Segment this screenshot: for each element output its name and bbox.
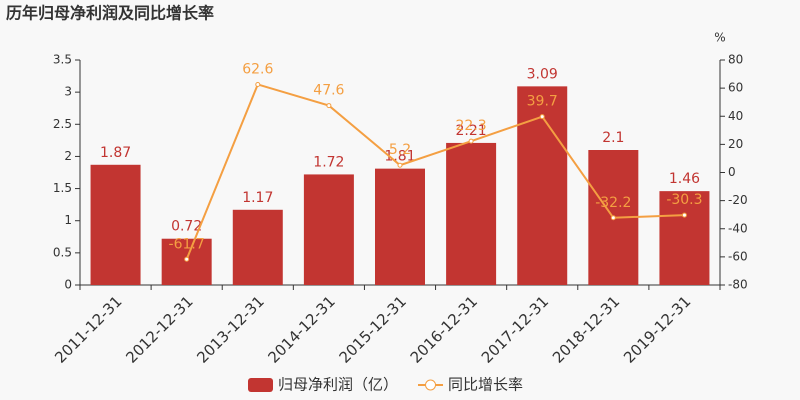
line — [185, 83, 685, 260]
line-point — [610, 215, 616, 221]
bar-value-label: 1.81 — [384, 149, 415, 165]
y2-tick-label: 80 — [728, 53, 743, 67]
line-point — [468, 138, 474, 144]
bar — [659, 191, 710, 285]
y2-unit: % — [714, 31, 725, 45]
bar — [303, 174, 354, 285]
bar-value-label: 3.09 — [527, 66, 558, 82]
y2-tick-label: -60 — [728, 249, 748, 263]
legend-label: 同比增长率 — [448, 376, 523, 394]
y2-tick-label: -40 — [728, 221, 748, 235]
line-point — [539, 114, 545, 120]
line-value-label: 39.7 — [527, 94, 558, 110]
bar — [232, 209, 283, 285]
line-point — [397, 162, 403, 168]
bar — [90, 164, 141, 285]
y2-tick-label: -80 — [728, 278, 748, 292]
y-tick-label: 0.5 — [53, 245, 72, 259]
y-tick-label: 0 — [64, 278, 72, 292]
bar-value-label: 2.21 — [456, 123, 487, 139]
line-value-label: -30.3 — [666, 192, 702, 208]
line-point — [326, 103, 332, 109]
bar — [446, 142, 497, 285]
line-point — [681, 212, 687, 218]
y2-tick-label: 60 — [728, 81, 743, 95]
line-point — [184, 256, 190, 262]
legend-swatch — [425, 379, 437, 391]
bar-value-label: 1.17 — [242, 190, 273, 206]
legend-swatch — [248, 378, 273, 392]
line-value-label: 5.2 — [389, 142, 411, 158]
line-value-label: 22.3 — [456, 118, 487, 134]
y2-tick-label: -20 — [728, 193, 748, 207]
y-tick-label: 2 — [64, 149, 72, 163]
y2-tick-label: 0 — [728, 165, 736, 179]
legend-label: 归母净利润（亿） — [278, 376, 398, 394]
bar — [517, 86, 568, 285]
line-point — [255, 81, 261, 87]
line-value-label: -32.2 — [595, 195, 631, 211]
line-value-label: 62.6 — [242, 61, 273, 77]
y2-tick-label: 40 — [728, 109, 743, 123]
y2-tick-label: 20 — [728, 137, 743, 151]
y-tick-label: 1.5 — [53, 181, 72, 195]
y-tick-label: 1 — [64, 213, 72, 227]
bar — [161, 238, 212, 285]
y-tick-label: 3.5 — [53, 53, 72, 67]
line-value-label: 47.6 — [313, 83, 344, 99]
bar-value-label: 2.1 — [602, 130, 624, 146]
bar-value-label: 0.72 — [171, 219, 202, 235]
bar-value-label: 1.46 — [669, 171, 700, 187]
bar — [375, 168, 425, 285]
bar-value-label: 1.72 — [313, 154, 344, 170]
chart-title: 历年归母净利润及同比增长率 — [6, 4, 214, 23]
y-tick-label: 3 — [64, 85, 72, 99]
bar-value-label: 1.87 — [100, 145, 131, 161]
line-value-label: -61.7 — [169, 236, 205, 252]
y-tick-label: 2.5 — [53, 117, 72, 131]
